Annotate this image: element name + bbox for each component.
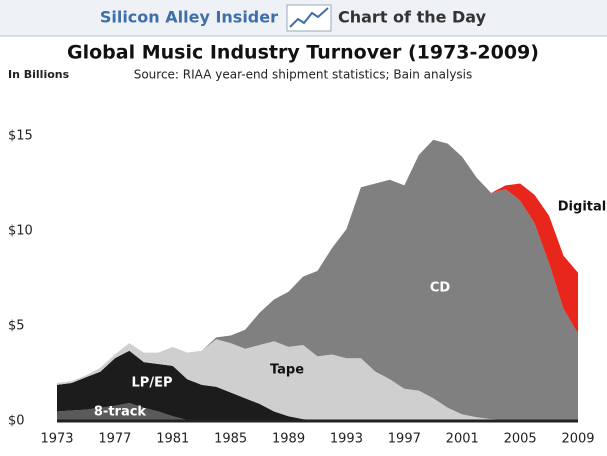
y-tick-label: $5 xyxy=(8,319,25,334)
chart-title: Global Music Industry Turnover (1973-200… xyxy=(67,42,539,64)
series-label: LP/EP xyxy=(132,376,173,391)
x-tick-label: 1977 xyxy=(98,432,131,447)
y-tick-label: $0 xyxy=(8,414,25,429)
y-axis-label: In Billions xyxy=(8,68,70,81)
x-tick-label: 1997 xyxy=(388,432,421,447)
brand: Silicon Alley Insider xyxy=(100,8,278,27)
chart-subtitle: Source: RIAA year-end shipment statistic… xyxy=(134,68,473,82)
x-tick-label: 2005 xyxy=(504,432,537,447)
series-label: 8-track xyxy=(94,405,147,420)
area xyxy=(57,402,578,421)
x-tick-label: 2001 xyxy=(446,432,479,447)
area xyxy=(57,139,578,422)
area xyxy=(57,350,578,421)
x-tick-label: 1993 xyxy=(330,432,363,447)
series-label: Digital xyxy=(558,200,606,215)
area xyxy=(57,339,578,421)
series-label: Tape xyxy=(270,363,304,378)
y-tick-label: $15 xyxy=(8,129,33,144)
x-tick-label: 2009 xyxy=(561,432,594,447)
section: Chart of the Day xyxy=(338,8,487,27)
x-tick-label: 1973 xyxy=(40,432,73,447)
x-tick-label: 1985 xyxy=(214,432,247,447)
y-tick-label: $10 xyxy=(8,224,33,239)
header-icon xyxy=(286,4,332,32)
x-tick-label: 1989 xyxy=(272,432,305,447)
series-label: CD xyxy=(430,281,451,296)
x-tick-label: 1981 xyxy=(156,432,189,447)
